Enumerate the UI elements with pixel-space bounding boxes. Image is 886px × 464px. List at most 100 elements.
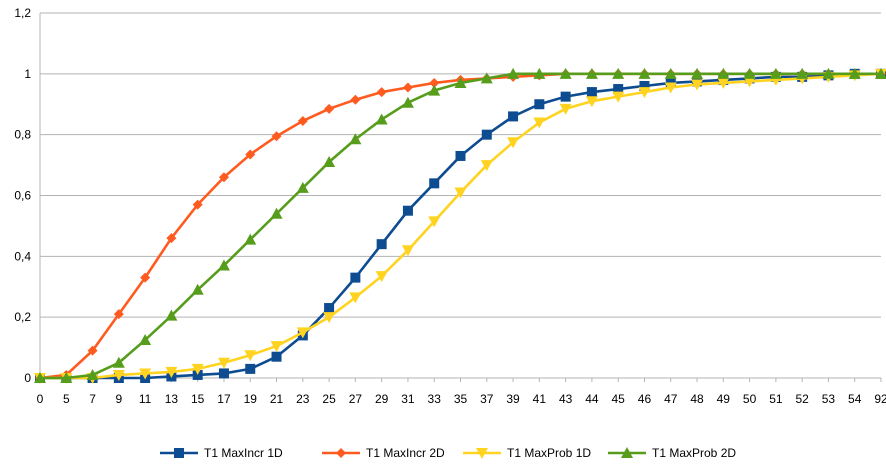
y-tick-label: 0,8: [14, 128, 31, 142]
data-point: [507, 137, 520, 149]
data-point: [324, 303, 335, 314]
data-point: [401, 96, 414, 108]
data-point: [60, 372, 73, 383]
data-point: [323, 156, 336, 168]
series-1: [35, 68, 886, 383]
data-series: [34, 67, 886, 384]
x-tick-label: 17: [217, 392, 231, 406]
data-point: [270, 207, 283, 219]
data-point: [191, 363, 204, 375]
data-point: [559, 67, 572, 79]
series-line: [40, 72, 881, 380]
data-point: [664, 82, 677, 94]
data-point: [560, 91, 571, 102]
series-line: [40, 72, 882, 380]
x-tick-label: 53: [822, 392, 836, 406]
data-point: [166, 233, 177, 244]
y-tick-label: 0,2: [14, 310, 31, 324]
data-point: [507, 67, 520, 79]
data-point: [349, 133, 362, 145]
data-point: [559, 103, 572, 115]
data-point: [401, 245, 414, 257]
data-point: [349, 292, 362, 304]
data-point: [796, 67, 809, 79]
legend-swatch-marker: [476, 448, 488, 459]
data-point: [270, 341, 283, 353]
data-point: [848, 67, 861, 79]
data-point: [165, 309, 178, 321]
data-point: [454, 76, 467, 88]
x-tick-label: 13: [165, 392, 179, 406]
data-point: [217, 259, 230, 271]
x-tick-label: 33: [428, 392, 442, 406]
data-point: [613, 84, 624, 95]
y-tick-label: 0: [24, 371, 31, 385]
data-point: [534, 99, 545, 110]
x-tick-label: 46: [638, 392, 652, 406]
data-point: [350, 272, 361, 283]
x-tick-label: 47: [664, 392, 678, 406]
data-point: [428, 216, 441, 228]
series-2: [35, 68, 886, 383]
data-point: [743, 67, 756, 79]
x-tick-label: 39: [506, 392, 520, 406]
data-point: [87, 345, 98, 356]
legend-label: T1 MaxProb 1D: [507, 446, 591, 460]
data-point: [428, 84, 441, 96]
data-point: [271, 351, 282, 362]
data-point: [112, 356, 125, 368]
data-point: [612, 91, 625, 103]
data-point: [454, 187, 467, 199]
series-line: [40, 72, 881, 380]
data-point: [86, 368, 99, 380]
legend: T1 MaxIncr 1D T1 MaxIncr 2D T1 MaxProb 1D T…: [160, 446, 736, 460]
data-point: [217, 357, 230, 369]
series-line: [39, 72, 881, 380]
data-point: [481, 129, 492, 140]
data-point: [296, 181, 309, 193]
data-point: [533, 117, 546, 129]
data-point: [429, 77, 440, 88]
x-tick-label: 41: [533, 392, 547, 406]
data-point: [34, 372, 46, 383]
data-point: [140, 272, 151, 283]
x-tick-label: 27: [349, 392, 363, 406]
data-point: [297, 115, 308, 126]
y-tick-label: 1: [24, 67, 31, 81]
data-point: [192, 369, 203, 380]
x-tick-label: 49: [717, 392, 731, 406]
data-point: [112, 369, 125, 381]
y-tick-label: 1,2: [14, 6, 31, 20]
data-point: [271, 131, 282, 142]
data-point: [769, 67, 782, 79]
gridlines: [40, 12, 881, 379]
data-point: [323, 312, 336, 324]
data-point: [743, 76, 756, 88]
x-tick-label: 23: [296, 392, 310, 406]
legend-label: T1 MaxIncr 2D: [366, 446, 445, 460]
data-point: [245, 363, 256, 374]
data-point: [218, 368, 229, 379]
data-point: [165, 366, 178, 378]
x-tick-label: 11: [139, 392, 152, 406]
x-tick-label: 35: [454, 392, 468, 406]
series-4: [34, 67, 886, 383]
x-tick-label: 45: [612, 392, 626, 406]
data-point: [324, 103, 335, 114]
legend-item: T1 MaxProb 2D: [608, 446, 736, 460]
data-point: [192, 199, 203, 210]
data-point: [533, 67, 546, 79]
legend-item: T1 MaxProb 1D: [463, 446, 591, 460]
data-point: [375, 113, 388, 125]
data-point: [875, 67, 886, 79]
data-point: [376, 239, 387, 250]
legend-label: T1 MaxProb 2D: [652, 446, 736, 460]
data-point: [638, 87, 651, 99]
x-tick-label: 5: [63, 392, 70, 406]
data-point: [455, 150, 466, 161]
data-point: [638, 67, 651, 79]
x-tick-label: 29: [375, 392, 389, 406]
legend-swatch-marker: [174, 448, 184, 458]
data-point: [480, 160, 493, 172]
